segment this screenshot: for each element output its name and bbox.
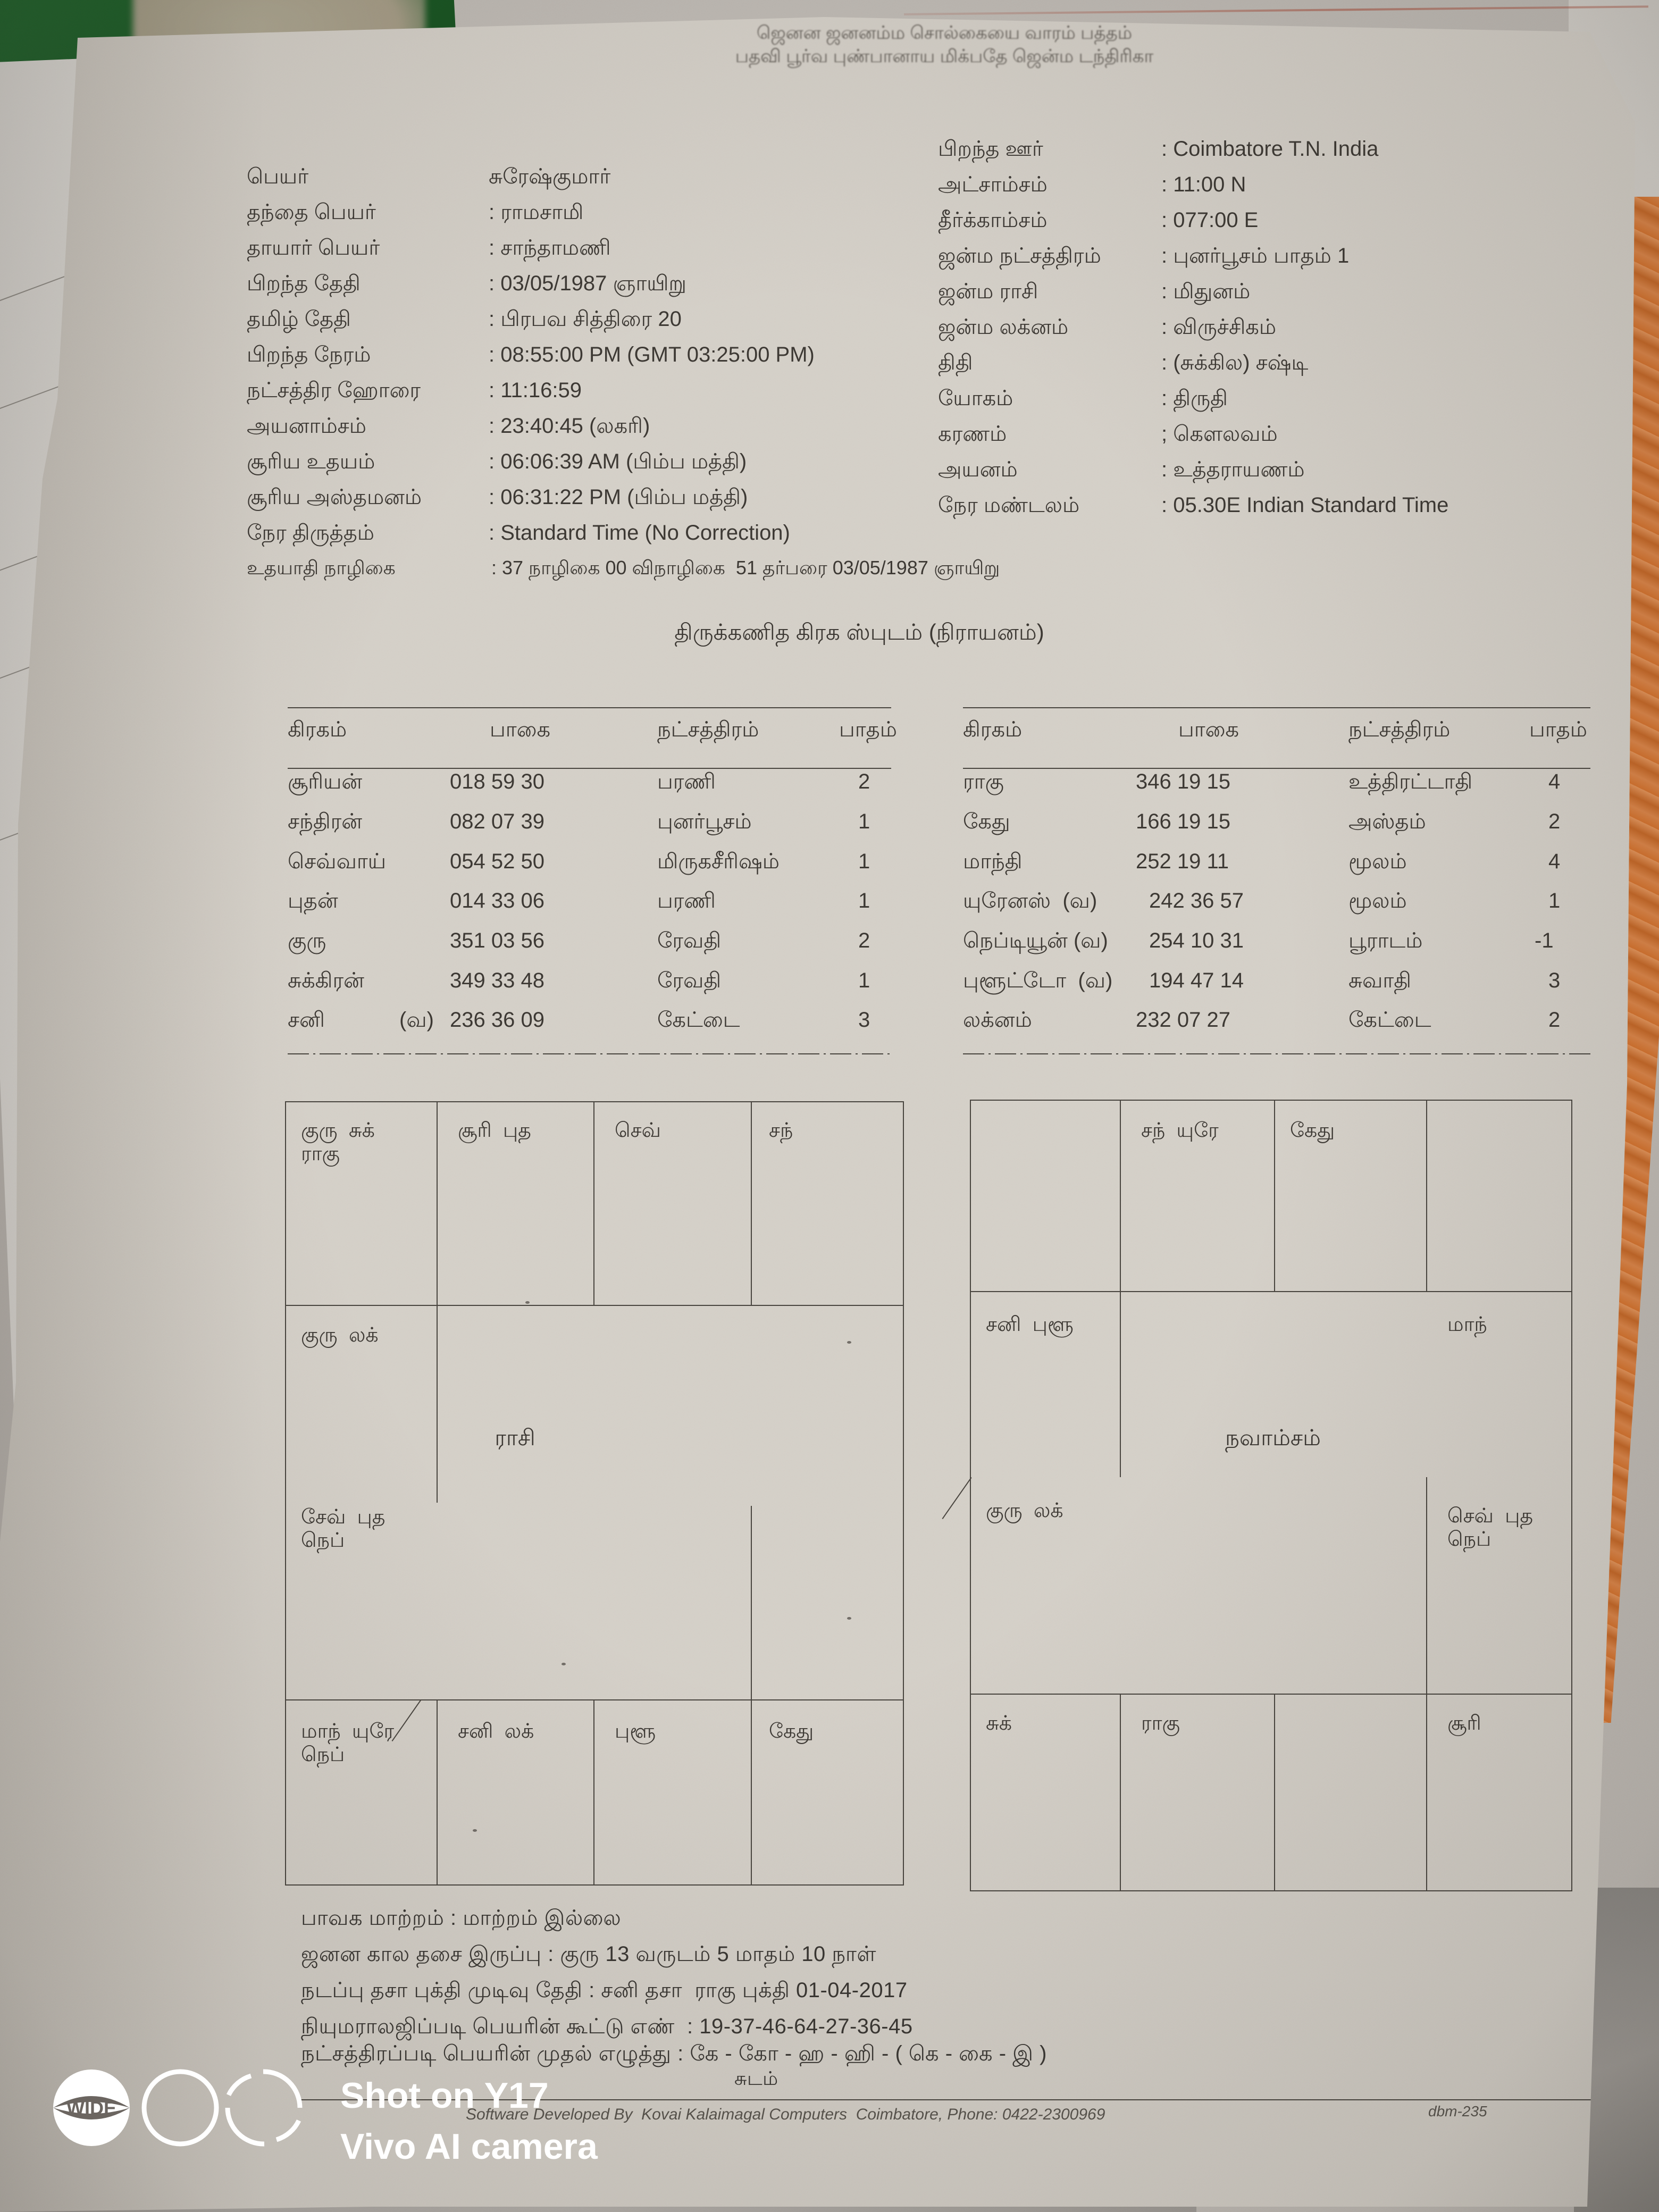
svg-text:WIDE: WIDE [66,2097,116,2119]
